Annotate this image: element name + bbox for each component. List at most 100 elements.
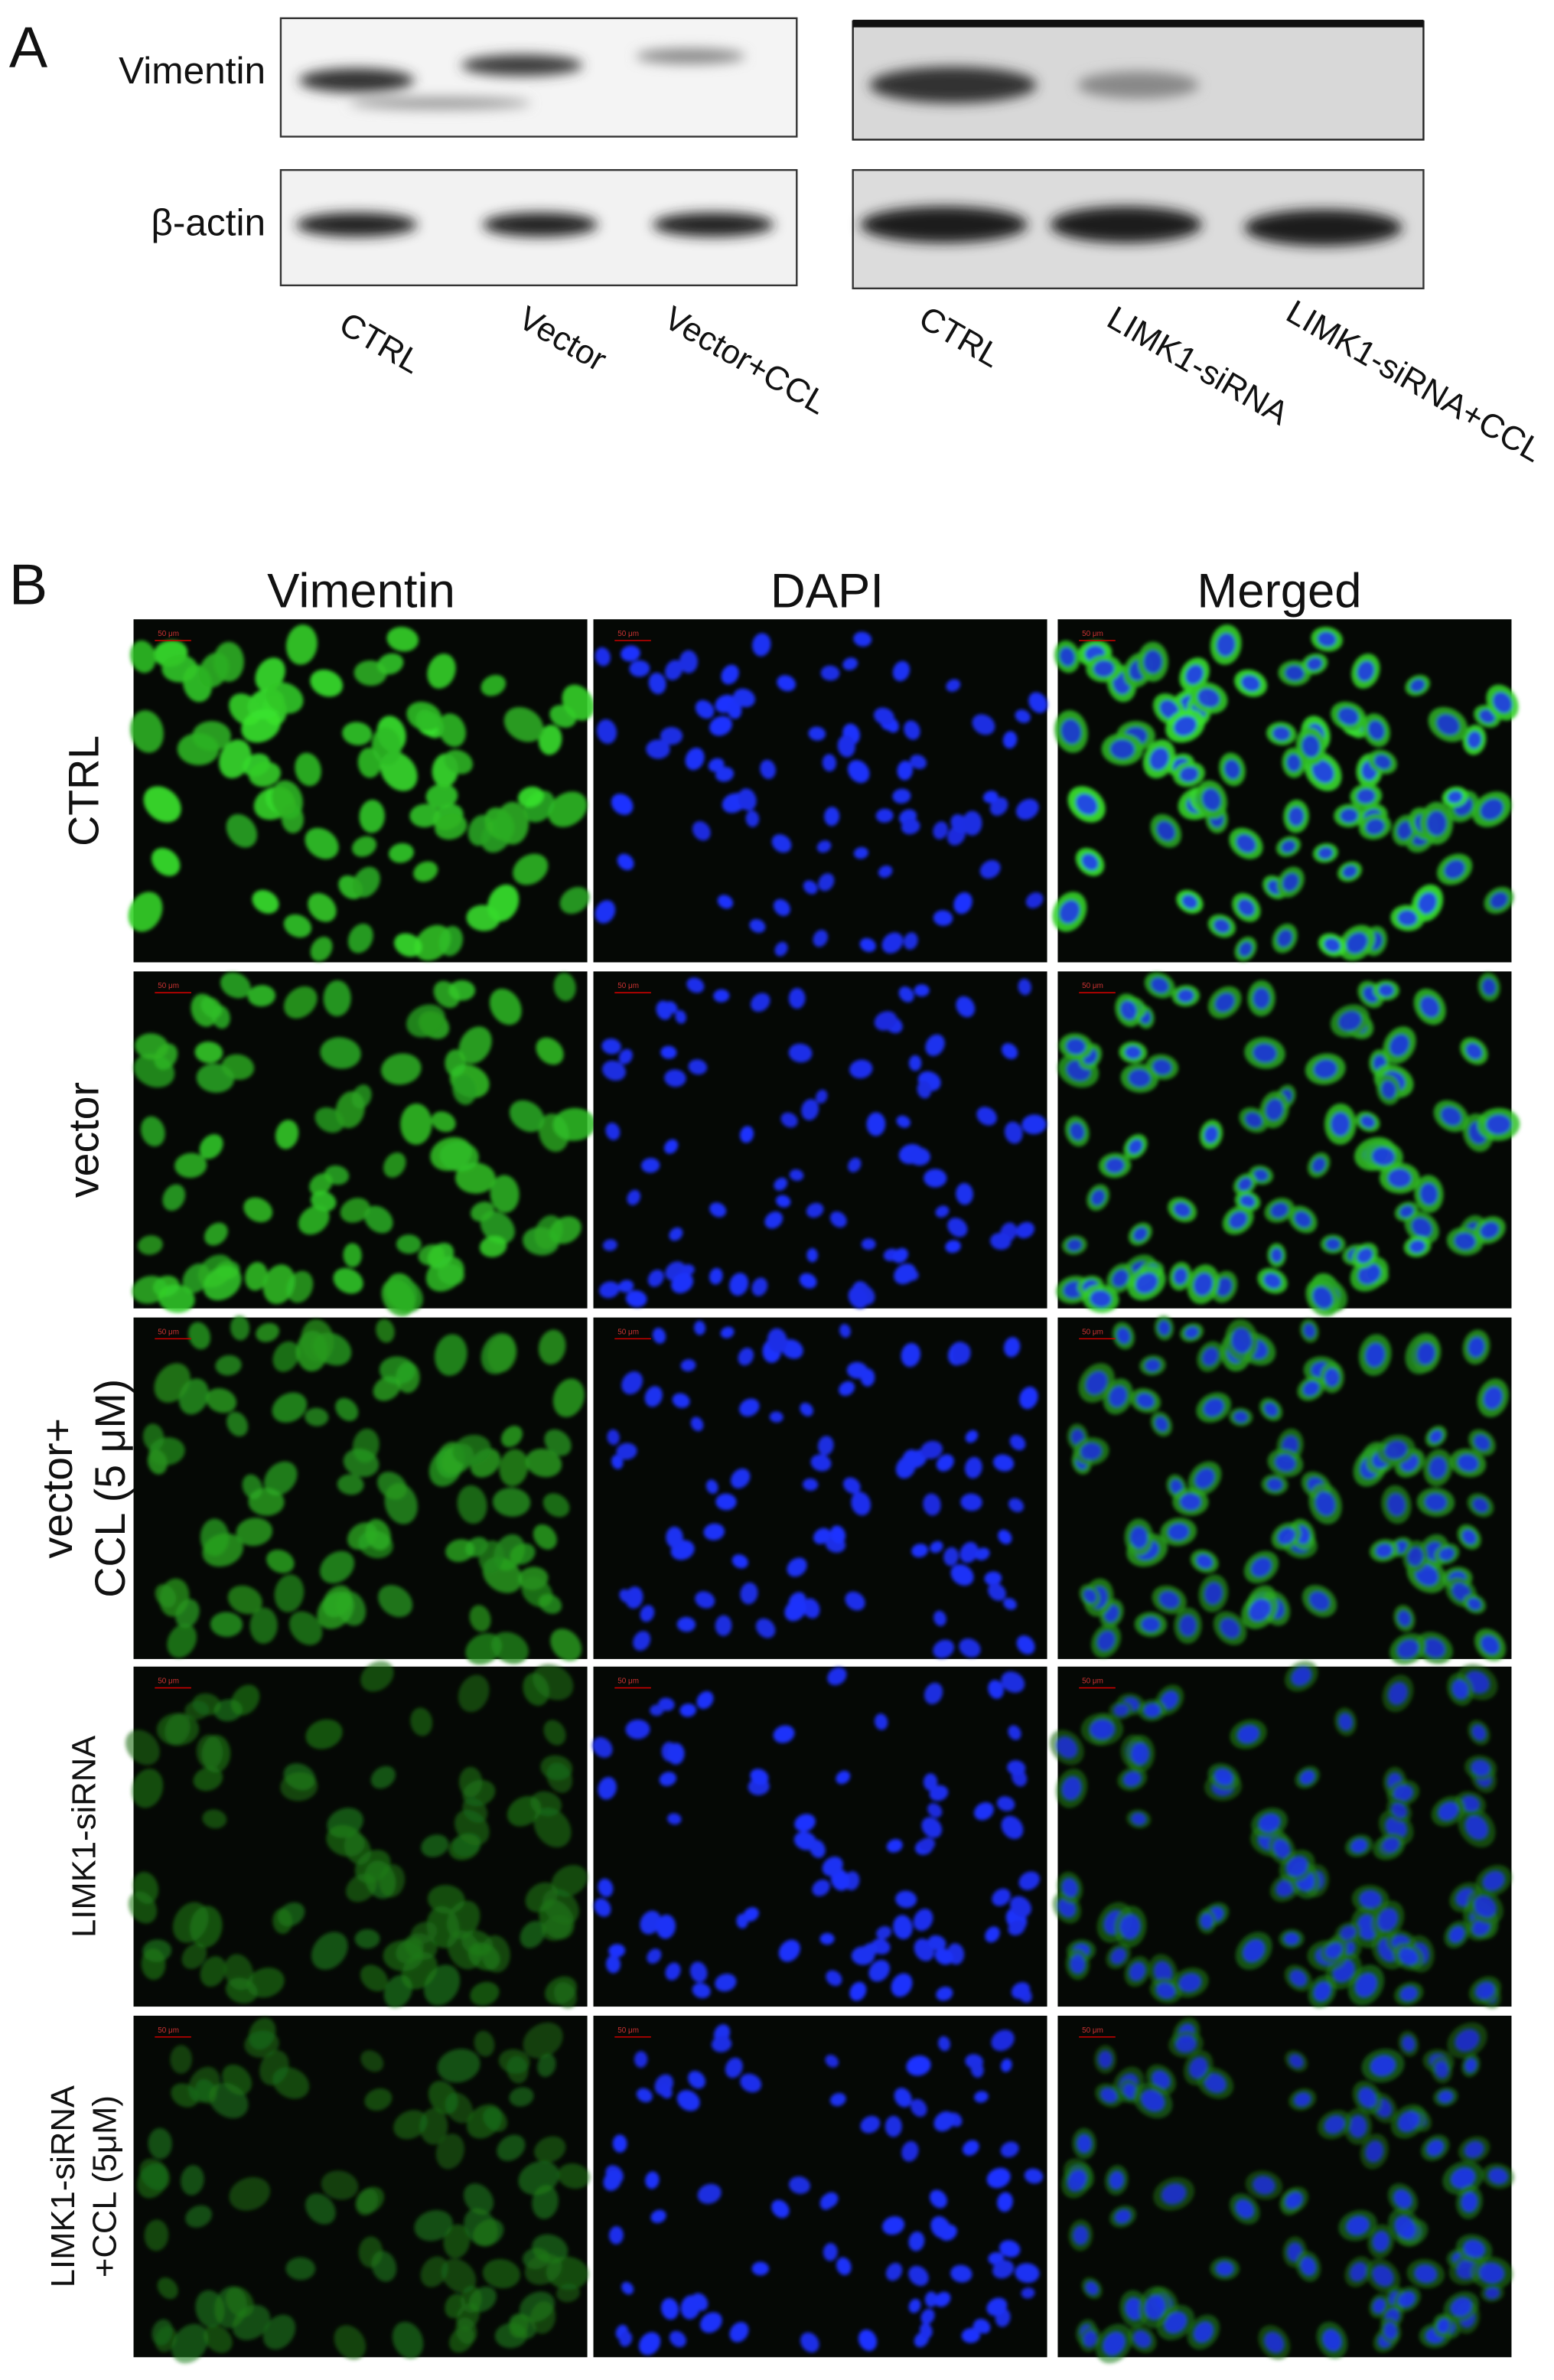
cell [550, 1629, 582, 1661]
nucleus [1103, 2332, 1126, 2356]
cell [441, 2258, 477, 2294]
nucleus [843, 1477, 861, 1494]
nucleus [839, 1381, 855, 1396]
nucleus [1475, 1982, 1495, 2000]
blot-row-label: β-actin [151, 201, 266, 243]
nucleus [665, 660, 683, 680]
nucleus [986, 2167, 1011, 2189]
nucleus [885, 2262, 903, 2281]
nucleus [1097, 1631, 1116, 1651]
cells [1067, 1315, 1509, 1665]
nucleus [996, 1796, 1015, 1811]
nucleus [1239, 941, 1253, 957]
nucleus [984, 1571, 1002, 1586]
nucleus [1083, 1589, 1096, 1603]
blot-edge [852, 19, 1424, 28]
nucleus [1180, 1493, 1201, 1511]
nucleus [736, 1913, 748, 1929]
micrograph: 50 μm [1052, 619, 1519, 963]
cell [452, 1074, 477, 1105]
nucleus [1194, 1468, 1215, 1488]
nucleus [1144, 1703, 1161, 1717]
nucleus [1216, 633, 1236, 657]
nucleus [1021, 2287, 1035, 2299]
nucleus [891, 1973, 913, 1997]
cell [340, 1198, 370, 1223]
cell [185, 2205, 213, 2228]
nucleus [1277, 929, 1292, 947]
nucleus [1314, 1059, 1337, 1079]
nucleus [1337, 707, 1359, 725]
cells [603, 2024, 1044, 2356]
nucleus [640, 1605, 655, 1622]
nucleus [789, 2176, 810, 2194]
cells [125, 1661, 588, 2009]
nucleus [882, 2216, 905, 2235]
cell [526, 1448, 562, 1478]
nucleus [1486, 1114, 1511, 1135]
nucleus [789, 1169, 804, 1182]
cell [140, 1116, 165, 1147]
nucleus [894, 1263, 917, 1285]
cell [283, 914, 312, 938]
nucleus [859, 937, 876, 953]
cell [490, 1175, 520, 1213]
nucleus [739, 1126, 754, 1143]
nucleus [1485, 2287, 1500, 2299]
cell [167, 1623, 197, 1658]
nucleus [646, 739, 670, 759]
nucleus [1464, 2059, 1477, 2072]
nucleus [773, 898, 790, 916]
nucleus [755, 1618, 776, 1638]
nucleus [802, 1598, 820, 1619]
band [869, 67, 1037, 103]
nucleus [1409, 1240, 1425, 1254]
nucleus [1490, 892, 1508, 908]
nucleus [598, 1878, 614, 1897]
nucleus [861, 1238, 876, 1250]
nucleus [750, 1769, 769, 1785]
nucleus [1133, 2330, 1151, 2348]
band [636, 48, 745, 64]
micrograph-background [593, 1666, 1047, 2007]
nucleus [685, 748, 705, 771]
cell [162, 1184, 186, 1211]
cell [320, 1550, 355, 1584]
nucleus [800, 1402, 813, 1417]
nucleus [1003, 1337, 1021, 1358]
nucleus [965, 1430, 979, 1443]
micrograph: 50 μm [592, 1666, 1047, 2007]
cell [264, 1461, 298, 1496]
nucleus [1472, 1725, 1486, 1740]
nucleus [861, 1942, 878, 1958]
nucleus [1365, 819, 1385, 835]
cell [468, 1942, 500, 1971]
nucleus [959, 1541, 979, 1563]
nucleus [1059, 900, 1080, 924]
cell [343, 1243, 362, 1268]
nucleus [1174, 716, 1197, 736]
nucleus [605, 1955, 621, 1974]
cell [215, 1355, 242, 1376]
nucleus [629, 660, 650, 677]
cell [443, 2224, 471, 2258]
nucleus [1420, 996, 1440, 1018]
cell [144, 2219, 169, 2251]
cell [435, 2134, 465, 2170]
cell [474, 2030, 495, 2057]
nucleus [667, 1743, 685, 1765]
nucleus [1080, 1443, 1102, 1460]
cell [191, 993, 218, 1027]
nucleus [1015, 1221, 1035, 1239]
nucleus [689, 1961, 708, 1983]
cell [543, 1720, 566, 1746]
cell [396, 1361, 420, 1394]
nucleus [1202, 1348, 1219, 1366]
nucleus [647, 1948, 662, 1964]
nucleus [1472, 1498, 1489, 1513]
cell [538, 1329, 566, 1364]
cell [272, 1908, 293, 1935]
nucleus [1474, 1896, 1496, 1918]
cell [209, 2082, 249, 2118]
nucleus [686, 977, 705, 993]
